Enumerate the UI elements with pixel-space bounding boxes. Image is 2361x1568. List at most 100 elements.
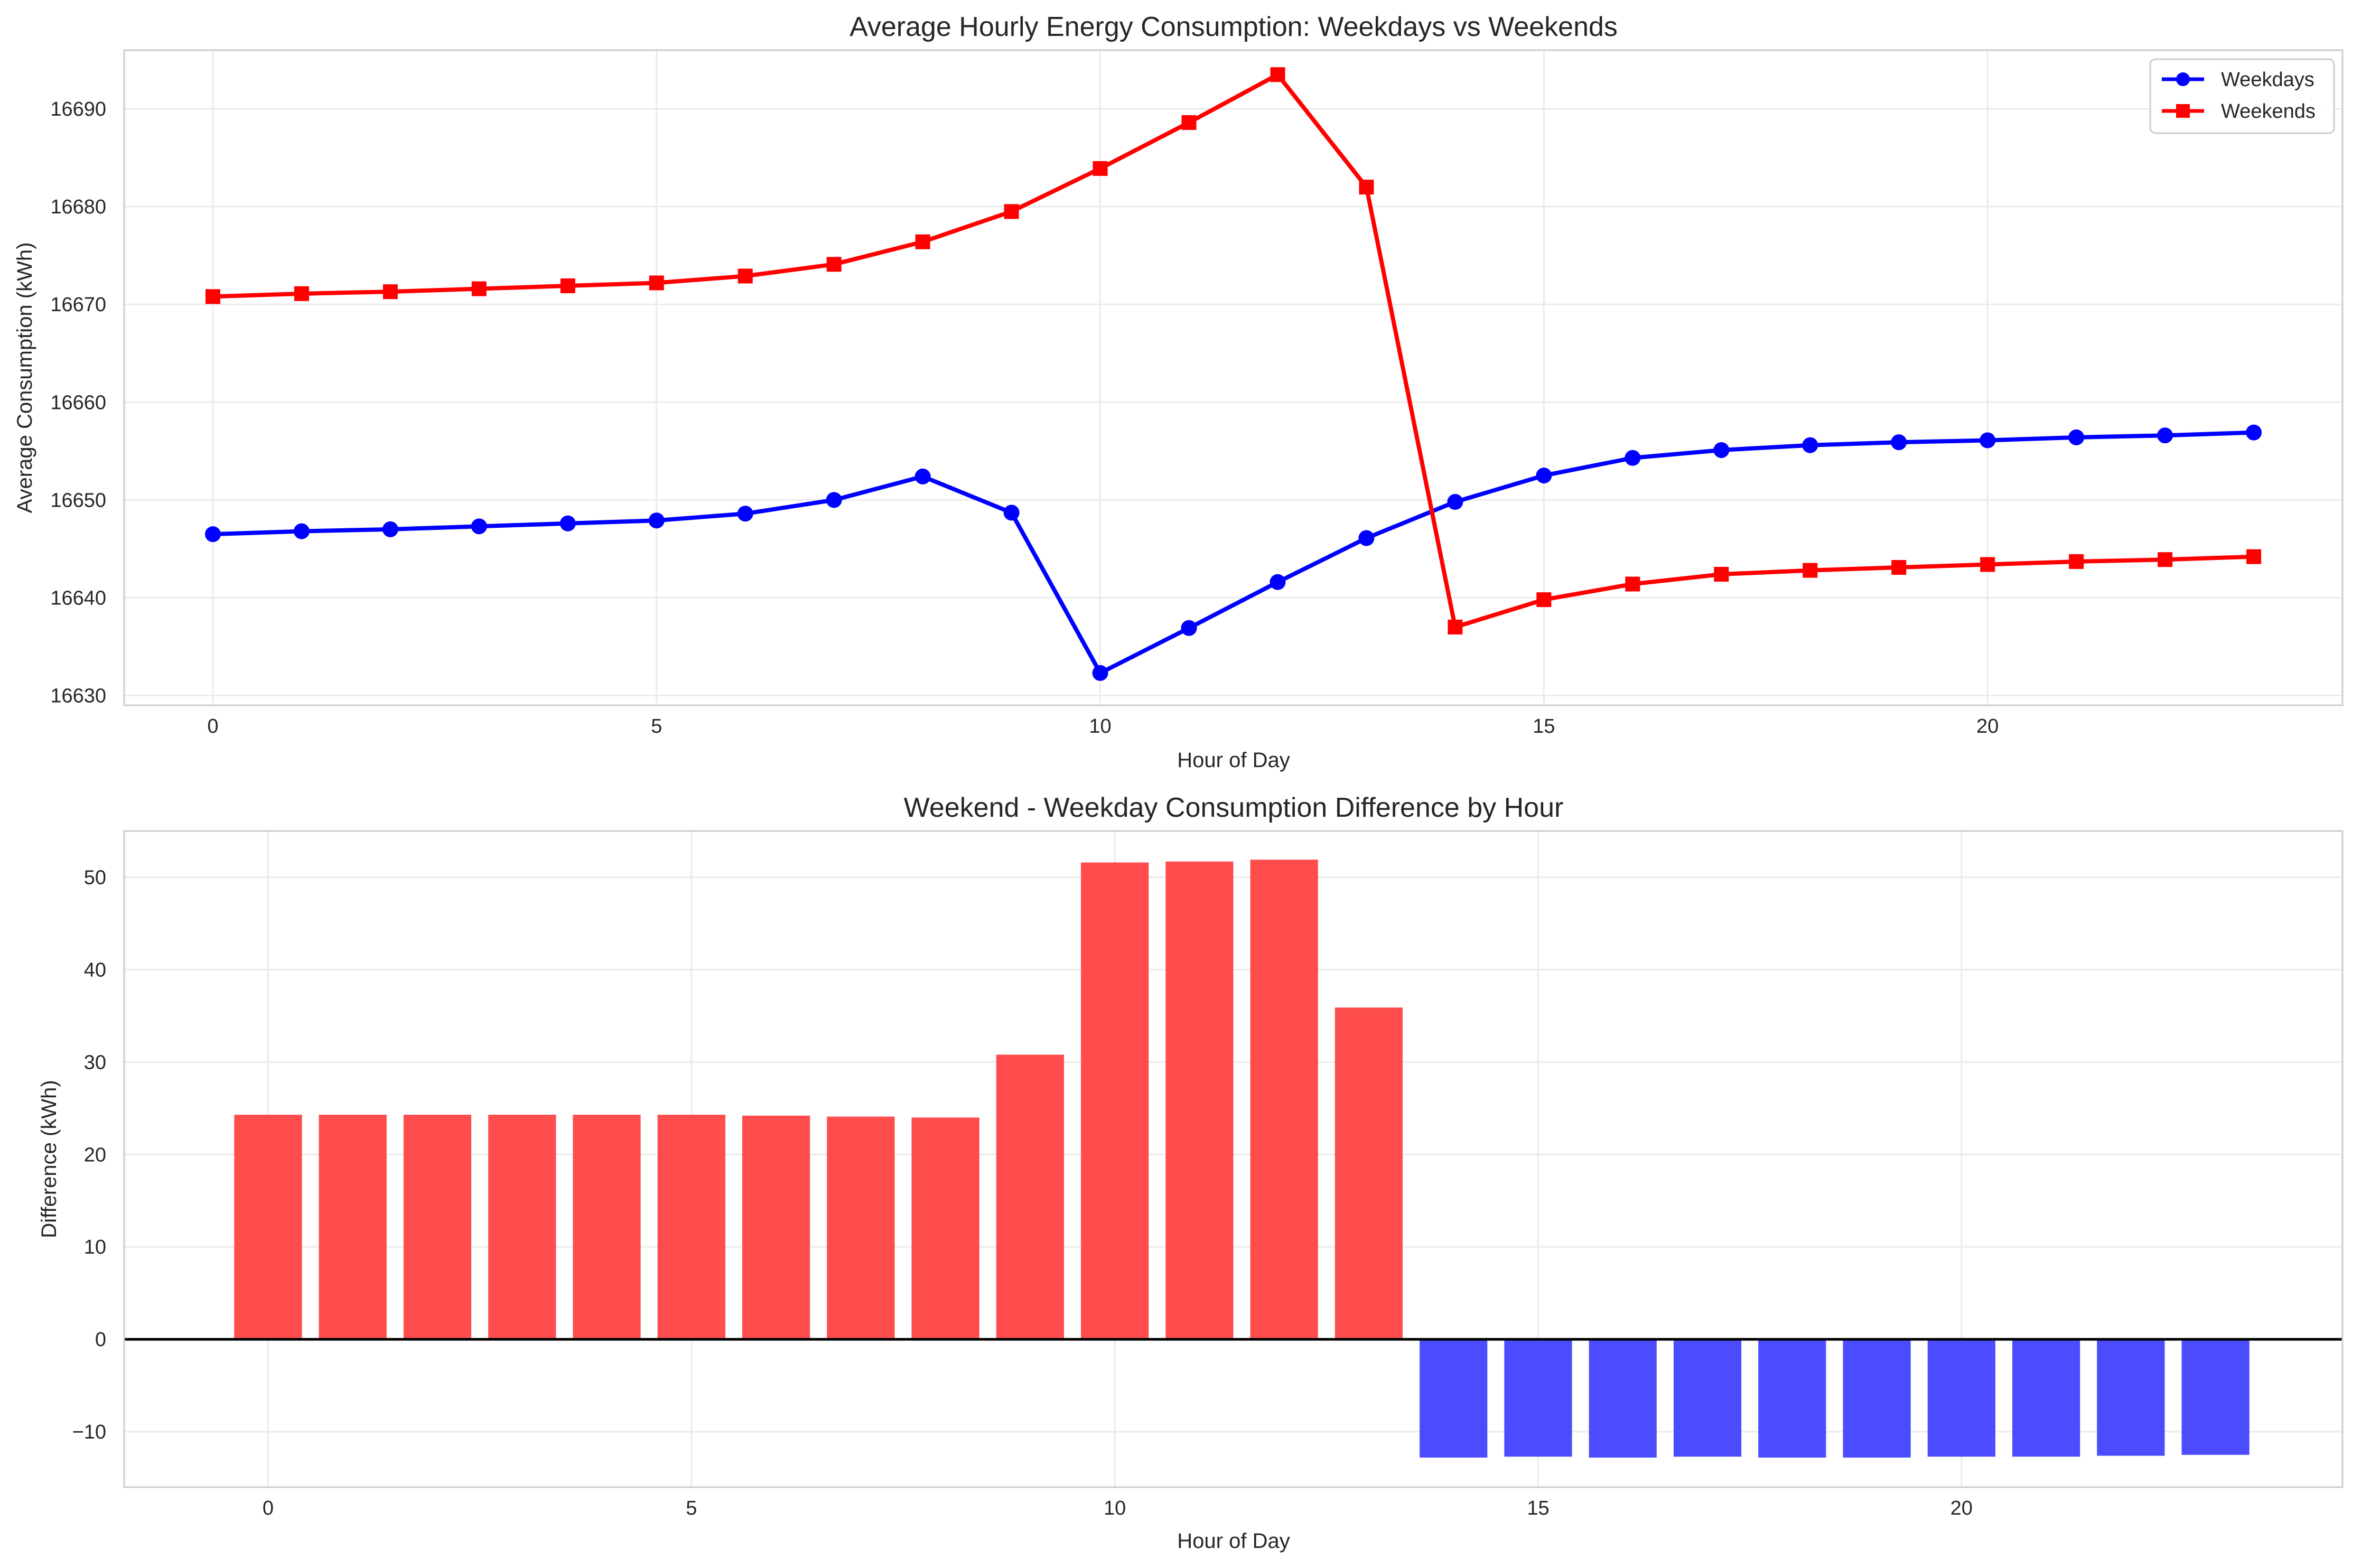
line-chart-grid (124, 50, 2343, 705)
bar-chart-x-ticks: 0 5 10 15 20 (263, 1497, 1973, 1519)
y-tick-label: 0 (95, 1329, 106, 1351)
line-chart-x-label: Hour of Day (1177, 749, 1290, 772)
difference-bar (2097, 1339, 2165, 1456)
weekends-point (1714, 567, 1729, 582)
line-chart-frame (123, 49, 2344, 706)
weekdays-point (2246, 424, 2262, 441)
weekdays-point (2068, 429, 2085, 445)
line-chart-y-ticks: 16630 16640 16650 16660 16670 16680 16690 (50, 98, 106, 707)
y-tick-label: 20 (84, 1144, 106, 1166)
weekdays-point (1358, 530, 1375, 546)
weekdays-point (1891, 434, 1907, 451)
x-tick-label: 0 (263, 1497, 274, 1519)
line-chart-y-label: Average Consumption (kWh) (13, 242, 36, 514)
weekdays-point (826, 492, 842, 508)
difference-bar (488, 1115, 556, 1340)
difference-bar (1335, 1007, 1403, 1340)
bar-chart-x-label: Hour of Day (1177, 1529, 1290, 1553)
y-tick-label: 16690 (50, 98, 106, 120)
weekends-point (1004, 204, 1019, 219)
weekdays-point (1980, 432, 1996, 449)
y-tick-label: 10 (84, 1236, 106, 1258)
weekdays-point (1447, 494, 1463, 510)
weekends-point (382, 284, 398, 300)
legend-weekdays-label: Weekdays (2221, 69, 2315, 91)
y-tick-label: 16660 (50, 391, 106, 414)
weekdays-point (1181, 620, 1197, 636)
weekdays-point (1802, 437, 1818, 453)
y-tick-label: −10 (72, 1421, 106, 1443)
weekdays-line (212, 430, 2254, 675)
y-tick-label: 40 (84, 959, 106, 981)
legend-weekdays-marker (2176, 72, 2190, 86)
difference-bar (1420, 1339, 1488, 1458)
difference-bar (827, 1116, 895, 1340)
difference-bar (2012, 1339, 2080, 1457)
bar-chart-title: Weekend - Weekday Consumption Difference… (904, 792, 1564, 823)
difference-bar (1504, 1339, 1572, 1457)
difference-bar (573, 1115, 641, 1340)
difference-bar (742, 1115, 810, 1340)
bar-chart-bars (234, 860, 2250, 1458)
difference-bar (1589, 1339, 1657, 1458)
weekends-point (560, 278, 575, 294)
weekends-point (826, 257, 842, 272)
line-chart-x-ticks: 0 5 10 15 20 (207, 715, 1999, 738)
y-tick-label: 30 (84, 1051, 106, 1074)
weekends-point (1625, 576, 1640, 592)
weekdays-point (737, 506, 753, 522)
difference-bar (403, 1115, 472, 1340)
weekdays-point (559, 515, 576, 531)
difference-bar (2181, 1339, 2250, 1455)
x-tick-label: 5 (651, 715, 662, 738)
bar-chart-frame (123, 830, 2344, 1488)
weekdays-point (1092, 665, 1108, 681)
legend-weekends-marker (2176, 104, 2190, 118)
weekdays-point (1536, 468, 1552, 484)
weekends-point (1093, 161, 1108, 176)
weekdays-point (914, 468, 931, 484)
difference-bar (1165, 861, 1234, 1340)
difference-bar (657, 1115, 725, 1340)
difference-bar (1673, 1339, 1742, 1457)
x-tick-label: 15 (1533, 715, 1555, 738)
weekdays-point (293, 523, 310, 539)
y-tick-label: 16640 (50, 587, 106, 609)
weekends-point (1359, 180, 1374, 195)
y-tick-label: 16650 (50, 489, 106, 511)
difference-bar (996, 1054, 1064, 1340)
weekends-point (2158, 552, 2173, 567)
weekends-point (1536, 592, 1552, 608)
weekdays-point (648, 512, 665, 529)
difference-bar (1927, 1339, 1995, 1457)
weekends-point (649, 275, 664, 291)
bar-chart: Weekend - Weekday Consumption Difference… (38, 792, 2344, 1553)
weekends-point (1891, 560, 1907, 575)
weekends-point (1980, 557, 1995, 572)
y-tick-label: 16630 (50, 685, 106, 707)
difference-bar (1081, 862, 1149, 1340)
x-tick-label: 15 (1527, 1497, 1549, 1519)
bar-chart-y-label: Difference (kWh) (38, 1080, 61, 1238)
weekends-point (1803, 563, 1818, 578)
weekends-point (1448, 619, 1463, 634)
weekends-point (2069, 554, 2084, 569)
weekends-line (212, 72, 2254, 629)
weekends-point (915, 234, 930, 249)
legend: Weekdays Weekends (2149, 58, 2335, 134)
difference-bar (1843, 1339, 1911, 1458)
weekends-point (205, 289, 220, 304)
weekends-point (471, 281, 487, 296)
x-tick-label: 0 (207, 715, 218, 738)
x-tick-label: 20 (1976, 715, 1999, 738)
weekends-point (2246, 549, 2262, 564)
difference-bar (319, 1115, 387, 1340)
legend-weekends-label: Weekends (2221, 100, 2316, 123)
difference-bar (1758, 1339, 1826, 1458)
y-tick-label: 50 (84, 866, 106, 889)
y-tick-label: 16680 (50, 196, 106, 218)
weekdays-point (2157, 427, 2173, 444)
weekdays-point (471, 518, 487, 535)
x-tick-label: 10 (1089, 715, 1111, 738)
